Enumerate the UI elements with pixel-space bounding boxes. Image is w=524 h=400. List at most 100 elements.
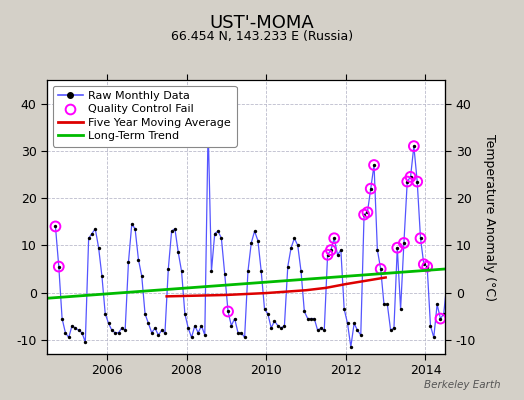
Legend: Raw Monthly Data, Quality Control Fail, Five Year Moving Average, Long-Term Tren: Raw Monthly Data, Quality Control Fail, … <box>53 86 236 147</box>
Point <box>184 325 192 331</box>
Point <box>287 244 295 251</box>
Point <box>270 318 279 324</box>
Point <box>58 315 66 322</box>
Point <box>320 327 329 334</box>
Y-axis label: Temperature Anomaly (°C): Temperature Anomaly (°C) <box>483 134 496 300</box>
Point <box>224 308 232 315</box>
Point <box>194 330 202 336</box>
Point <box>131 226 139 232</box>
Point <box>174 249 182 256</box>
Point <box>78 330 86 336</box>
Point <box>71 325 80 331</box>
Point <box>300 308 309 315</box>
Point <box>393 244 401 251</box>
Point <box>51 223 60 230</box>
Point <box>313 327 322 334</box>
Point <box>68 322 77 329</box>
Point <box>436 315 445 322</box>
Point <box>387 327 395 334</box>
Point <box>148 330 156 336</box>
Point <box>363 209 372 216</box>
Point <box>373 247 381 253</box>
Point <box>91 226 100 232</box>
Point <box>400 240 408 246</box>
Point <box>234 330 242 336</box>
Point <box>207 268 215 274</box>
Point <box>264 311 272 317</box>
Point <box>440 311 448 317</box>
Point <box>430 334 438 341</box>
Point <box>141 311 149 317</box>
Point <box>327 247 335 253</box>
Point <box>114 330 123 336</box>
Point <box>350 320 358 326</box>
Point <box>260 306 269 312</box>
Point <box>244 268 252 274</box>
Point <box>137 273 146 279</box>
Point <box>181 311 189 317</box>
Text: UST'-MOMA: UST'-MOMA <box>210 14 314 32</box>
Point <box>151 325 159 331</box>
Point <box>330 235 339 242</box>
Point <box>144 320 152 326</box>
Point <box>61 330 70 336</box>
Point <box>366 186 375 192</box>
Point <box>380 301 388 308</box>
Point <box>198 322 206 329</box>
Point <box>254 238 262 244</box>
Point <box>237 330 245 336</box>
Point <box>277 325 286 331</box>
Point <box>420 261 428 268</box>
Point <box>274 322 282 329</box>
Point <box>316 325 325 331</box>
Point <box>360 212 368 218</box>
Point <box>377 266 385 272</box>
Point <box>54 264 63 270</box>
Point <box>360 212 368 218</box>
Point <box>333 252 342 258</box>
Point <box>283 264 292 270</box>
Point <box>214 228 222 234</box>
Point <box>346 344 355 350</box>
Point <box>187 334 195 341</box>
Point <box>353 327 362 334</box>
Text: 66.454 N, 143.233 E (Russia): 66.454 N, 143.233 E (Russia) <box>171 30 353 43</box>
Point <box>217 235 225 242</box>
Point <box>104 320 113 326</box>
Point <box>118 325 126 331</box>
Point <box>204 124 212 130</box>
Point <box>370 162 378 168</box>
Point <box>124 259 133 265</box>
Point <box>84 235 93 242</box>
Point <box>134 256 143 263</box>
Point <box>410 143 418 149</box>
Point <box>81 339 90 345</box>
Point <box>88 230 96 237</box>
Point <box>221 270 229 277</box>
Point <box>393 244 401 251</box>
Point <box>204 124 212 130</box>
Point <box>310 315 319 322</box>
Point <box>231 315 239 322</box>
Point <box>157 327 166 334</box>
Point <box>280 322 289 329</box>
Point <box>178 268 186 274</box>
Point <box>323 252 332 258</box>
Point <box>94 244 103 251</box>
Point <box>413 178 421 185</box>
Point <box>107 327 116 334</box>
Point <box>111 330 119 336</box>
Point <box>340 306 348 312</box>
Point <box>403 178 411 185</box>
Text: Berkeley Earth: Berkeley Earth <box>424 380 500 390</box>
Point <box>201 332 209 338</box>
Point <box>407 174 415 180</box>
Point <box>168 228 176 234</box>
Point <box>307 315 315 322</box>
Point <box>250 228 259 234</box>
Point <box>413 178 421 185</box>
Point <box>164 266 172 272</box>
Point <box>224 308 232 315</box>
Point <box>241 334 249 341</box>
Point <box>343 320 352 326</box>
